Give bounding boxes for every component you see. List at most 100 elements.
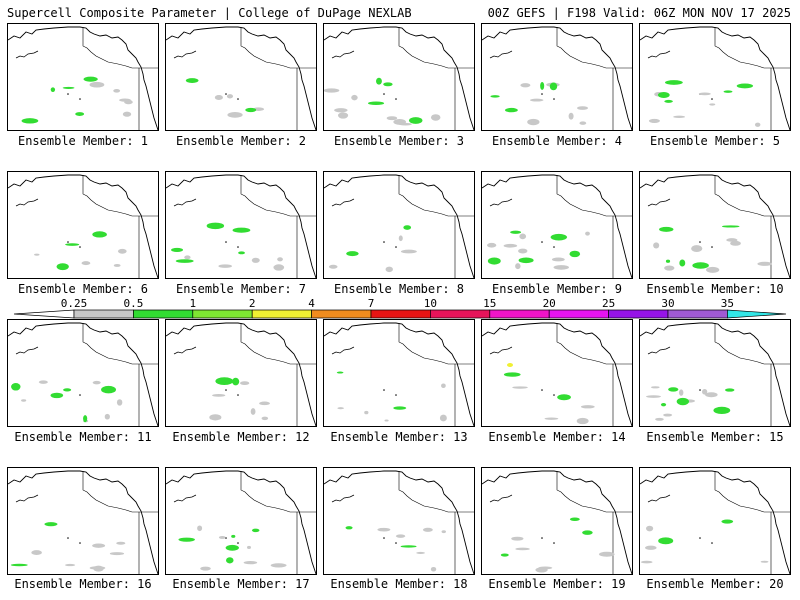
scp-contour-0-25 bbox=[117, 248, 127, 254]
scp-contour-0-5 bbox=[345, 526, 353, 530]
scp-contour-0-5 bbox=[668, 387, 679, 392]
political-border bbox=[556, 175, 613, 217]
scp-contour-0-25 bbox=[529, 98, 544, 102]
scp-contour-0-5 bbox=[101, 385, 117, 394]
scp-contour-0-25 bbox=[209, 414, 222, 421]
political-border bbox=[398, 323, 455, 365]
scp-contour-0-5 bbox=[336, 371, 344, 374]
hawaii-island bbox=[225, 389, 227, 391]
scp-contour-0-25 bbox=[251, 257, 260, 263]
map-canvas bbox=[482, 470, 632, 574]
aleutian-islands bbox=[173, 346, 197, 355]
map-canvas bbox=[166, 322, 316, 426]
colorbar-tick-label: 2 bbox=[248, 297, 256, 310]
political-border bbox=[240, 323, 297, 365]
ensemble-member-map bbox=[7, 319, 159, 427]
colorbar-segment bbox=[608, 309, 669, 319]
coastline bbox=[166, 322, 316, 426]
scp-contour-0-5 bbox=[721, 225, 740, 228]
aleutian-islands bbox=[15, 50, 39, 59]
scp-contour-0-25 bbox=[422, 527, 433, 532]
scp-contour-0-25 bbox=[184, 255, 191, 260]
scp-contour-0-25 bbox=[334, 108, 348, 113]
map-canvas bbox=[482, 174, 632, 278]
scp-contour-0-25 bbox=[277, 257, 283, 262]
scp-contour-0-5 bbox=[490, 95, 500, 98]
ensemble-member-map bbox=[7, 23, 159, 131]
scp-contour-0-5 bbox=[713, 406, 731, 415]
scp-contour-0-5 bbox=[178, 537, 195, 542]
scp-contour-0-25 bbox=[518, 248, 528, 254]
scp-contour-0-25 bbox=[580, 405, 595, 409]
scp-contour-0-25 bbox=[393, 118, 407, 125]
coastline bbox=[166, 26, 316, 130]
scp-contour-0-25 bbox=[218, 264, 233, 268]
ensemble-member-caption: Ensemble Member: 7 bbox=[175, 282, 307, 296]
scp-contour-0-5 bbox=[50, 87, 56, 93]
scp-contour-0-5 bbox=[487, 257, 501, 265]
political-border bbox=[240, 27, 297, 69]
scp-contour-0-5 bbox=[50, 392, 64, 399]
scp-contour-0-25 bbox=[89, 81, 105, 88]
scp-contour-0-25 bbox=[519, 233, 527, 240]
ensemble-member-caption: Ensemble Member: 16 bbox=[14, 577, 152, 591]
scp-contour-0-5 bbox=[665, 259, 671, 263]
political-border bbox=[714, 471, 771, 513]
scp-contour-0-5 bbox=[500, 553, 509, 557]
scp-contour-0-25 bbox=[243, 560, 258, 565]
scp-contour-0-25 bbox=[337, 407, 344, 410]
hawaii-island bbox=[237, 394, 239, 396]
coastline bbox=[482, 174, 632, 278]
hawaii-island bbox=[699, 389, 701, 391]
scp-contour-0-25 bbox=[441, 530, 446, 534]
coastline bbox=[324, 26, 474, 130]
scp-contour-0-5 bbox=[251, 528, 260, 533]
scp-contour-0-5 bbox=[393, 406, 407, 410]
scp-contour-0-25 bbox=[702, 388, 708, 395]
scp-contour-0-5 bbox=[676, 397, 690, 406]
scp-contour-0-5 bbox=[232, 227, 251, 233]
scp-contour-0-5 bbox=[518, 257, 534, 264]
scp-contour-0-5 bbox=[660, 402, 667, 407]
ensemble-member-map bbox=[165, 171, 317, 279]
coastline bbox=[640, 470, 790, 574]
scp-contour-0-25 bbox=[730, 240, 741, 246]
scp-contour-0-25 bbox=[664, 265, 675, 271]
scp-contour-0-25 bbox=[92, 543, 106, 548]
aleutian-islands bbox=[647, 50, 671, 59]
scp-contour-0-25 bbox=[646, 395, 661, 398]
scp-contour-0-5 bbox=[21, 118, 39, 124]
ensemble-member-caption: Ensemble Member: 9 bbox=[491, 282, 623, 296]
scp-contour-0-25 bbox=[487, 242, 497, 248]
colorbar-tick-label: 4 bbox=[308, 297, 315, 310]
map-title: Supercell Composite Parameter | College … bbox=[7, 6, 412, 20]
hawaii-island bbox=[541, 537, 543, 539]
coastline bbox=[482, 470, 632, 574]
scp-contour-0-25 bbox=[240, 381, 250, 386]
hawaii-island bbox=[383, 389, 385, 391]
scp-contour-0-25 bbox=[705, 392, 718, 398]
map-canvas bbox=[8, 470, 158, 574]
map-canvas bbox=[166, 174, 316, 278]
scp-contour-0-5 bbox=[721, 519, 734, 524]
scp-contour-0-5 bbox=[504, 107, 518, 113]
scp-contour-0-25 bbox=[385, 266, 393, 273]
map-canvas bbox=[8, 322, 158, 426]
aleutian-islands bbox=[331, 494, 355, 503]
scp-contour-0-25 bbox=[212, 394, 226, 397]
colorbar-segment bbox=[133, 309, 194, 319]
scp-contour-0-25 bbox=[535, 567, 548, 573]
scp-contour-0-25 bbox=[576, 106, 589, 110]
coastline bbox=[8, 322, 158, 426]
map-canvas bbox=[324, 470, 474, 574]
ensemble-member-map bbox=[481, 467, 633, 575]
scp-contour-0-25 bbox=[511, 536, 524, 541]
run-valid-time: 00Z GEFS | F198 Valid: 06Z MON NOV 17 20… bbox=[487, 6, 791, 20]
hawaii-island bbox=[67, 241, 69, 243]
scp-contour-0-25 bbox=[227, 112, 243, 118]
ensemble-member-map bbox=[481, 319, 633, 427]
scp-contour-0-25 bbox=[31, 550, 42, 556]
political-border bbox=[398, 471, 455, 513]
coastline bbox=[166, 470, 316, 574]
scp-contour-0-25 bbox=[364, 410, 369, 415]
